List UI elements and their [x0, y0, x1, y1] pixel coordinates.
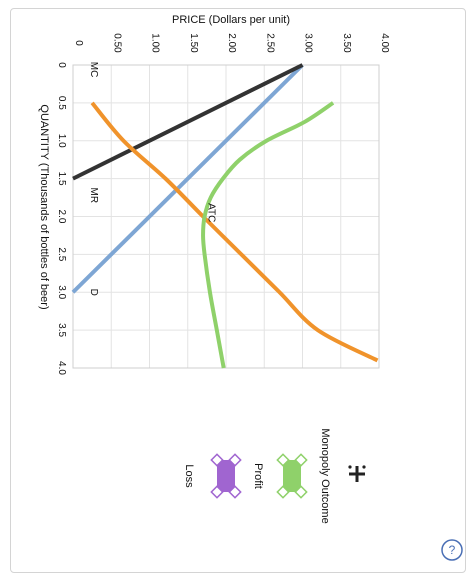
- x-tick-label: 1.5: [56, 172, 67, 186]
- legend-handle: [210, 453, 224, 467]
- legend-item-profit[interactable]: Profit: [252, 453, 308, 499]
- y-tick-label: 1.50: [188, 33, 199, 53]
- legend-handle: [276, 453, 290, 467]
- loss-shape-icon[interactable]: [210, 453, 242, 499]
- x-tick-label: 3.0: [56, 285, 67, 299]
- y-tick-label: 2.50: [264, 33, 275, 53]
- legend-handle: [228, 453, 242, 467]
- legend-label-loss: Loss: [183, 464, 195, 488]
- legend-handle: [276, 485, 290, 499]
- legend: Monopoly Outcome Profit Loss: [183, 428, 366, 524]
- legend-handle: [294, 453, 308, 467]
- x-tick-label: 0.5: [56, 96, 67, 110]
- x-tick-label: 2.5: [56, 247, 67, 261]
- grid-lines: [72, 64, 380, 369]
- legend-handle: [294, 485, 308, 499]
- series-mr-line: [72, 63, 304, 181]
- plot-border: [72, 64, 380, 369]
- y-tick-label: 0: [73, 40, 84, 46]
- series-mc-line: [90, 101, 379, 363]
- profit-shape-icon[interactable]: [276, 453, 308, 499]
- legend-item-loss[interactable]: Loss: [183, 453, 242, 499]
- curve-label-atc: ATC: [206, 203, 217, 222]
- legend-handle: [228, 485, 242, 499]
- y-tick-label: 2.00: [226, 33, 237, 53]
- series-d-line: [71, 63, 304, 294]
- legend-swatch: [283, 460, 301, 492]
- help-button[interactable]: ?: [441, 539, 463, 561]
- legend-handle: [210, 485, 224, 499]
- help-icon: [441, 539, 463, 561]
- legend-title: Monopoly Outcome: [319, 428, 331, 523]
- x-tick-label: 0: [56, 62, 67, 68]
- legend-swatch: [217, 460, 235, 492]
- y-tick-label: 4.00: [379, 33, 390, 53]
- x-tick-label: 2.0: [56, 210, 67, 224]
- crosshair-tool-icon[interactable]: [348, 465, 366, 482]
- y-tick-label: 3.50: [341, 33, 352, 53]
- tick-labels: 0 0.50 1.00 1.50 2.00 2.50 3.00 3.50 4.00 0 0.5 1.0…: [56, 33, 390, 375]
- help-symbol: ?: [449, 543, 456, 557]
- curve-label-mc: MC: [88, 62, 99, 78]
- series-atc-line: [201, 101, 335, 369]
- x-axis-title: QUANTITY (Thousands of bottles of beer): [38, 104, 50, 309]
- series-layer: [71, 63, 379, 369]
- y-tick-label: 1.00: [150, 33, 161, 53]
- x-tick-label: 3.5: [56, 323, 67, 337]
- y-tick-label: 3.00: [303, 33, 314, 53]
- y-axis-title: PRICE (Dollars per unit): [172, 14, 290, 26]
- curve-label-d: D: [88, 289, 99, 296]
- curve-label-mr: MR: [88, 188, 99, 204]
- x-tick-label: 1.0: [56, 134, 67, 148]
- y-tick-label: 0.50: [111, 33, 122, 53]
- curve-labels: D MR MC ATC: [88, 62, 217, 296]
- x-tick-label: 4.0: [56, 361, 67, 375]
- legend-label-profit: Profit: [252, 463, 264, 489]
